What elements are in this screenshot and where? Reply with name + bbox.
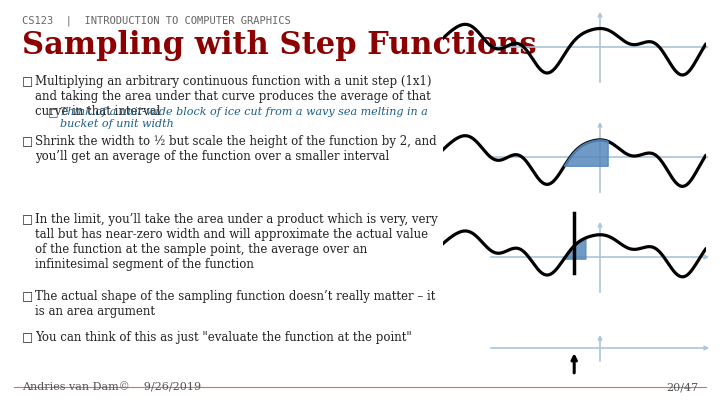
Text: Sampling with Step Functions: Sampling with Step Functions bbox=[22, 30, 536, 61]
Text: Multiplying an arbitrary continuous function with a unit step (1x1)
and taking t: Multiplying an arbitrary continuous func… bbox=[35, 75, 431, 118]
Text: Andries van Dam©    9/26/2019: Andries van Dam© 9/26/2019 bbox=[22, 383, 201, 393]
Text: Shrink the width to ½ but scale the height of the function by 2, and
you’ll get : Shrink the width to ½ but scale the heig… bbox=[35, 135, 436, 163]
Text: □: □ bbox=[22, 75, 33, 88]
Text: In the limit, you’ll take the area under a product which is very, very
tall but : In the limit, you’ll take the area under… bbox=[35, 213, 438, 271]
Text: □: □ bbox=[22, 213, 33, 226]
Text: The actual shape of the sampling function doesn’t really matter – it
is an area : The actual shape of the sampling functio… bbox=[35, 290, 436, 318]
Text: You can think of this as just "evaluate the function at the point": You can think of this as just "evaluate … bbox=[35, 331, 412, 344]
Text: □: □ bbox=[22, 135, 33, 148]
Text: □: □ bbox=[22, 331, 33, 344]
Text: 20/47: 20/47 bbox=[666, 383, 698, 393]
Text: □: □ bbox=[22, 290, 33, 303]
Text: Think of a unit-wide block of ice cut from a wavy sea melting in a
bucket of uni: Think of a unit-wide block of ice cut fr… bbox=[60, 107, 428, 129]
Text: CS123  |  INTRODUCTION TO COMPUTER GRAPHICS: CS123 | INTRODUCTION TO COMPUTER GRAPHIC… bbox=[22, 15, 291, 26]
Text: □: □ bbox=[48, 107, 58, 117]
